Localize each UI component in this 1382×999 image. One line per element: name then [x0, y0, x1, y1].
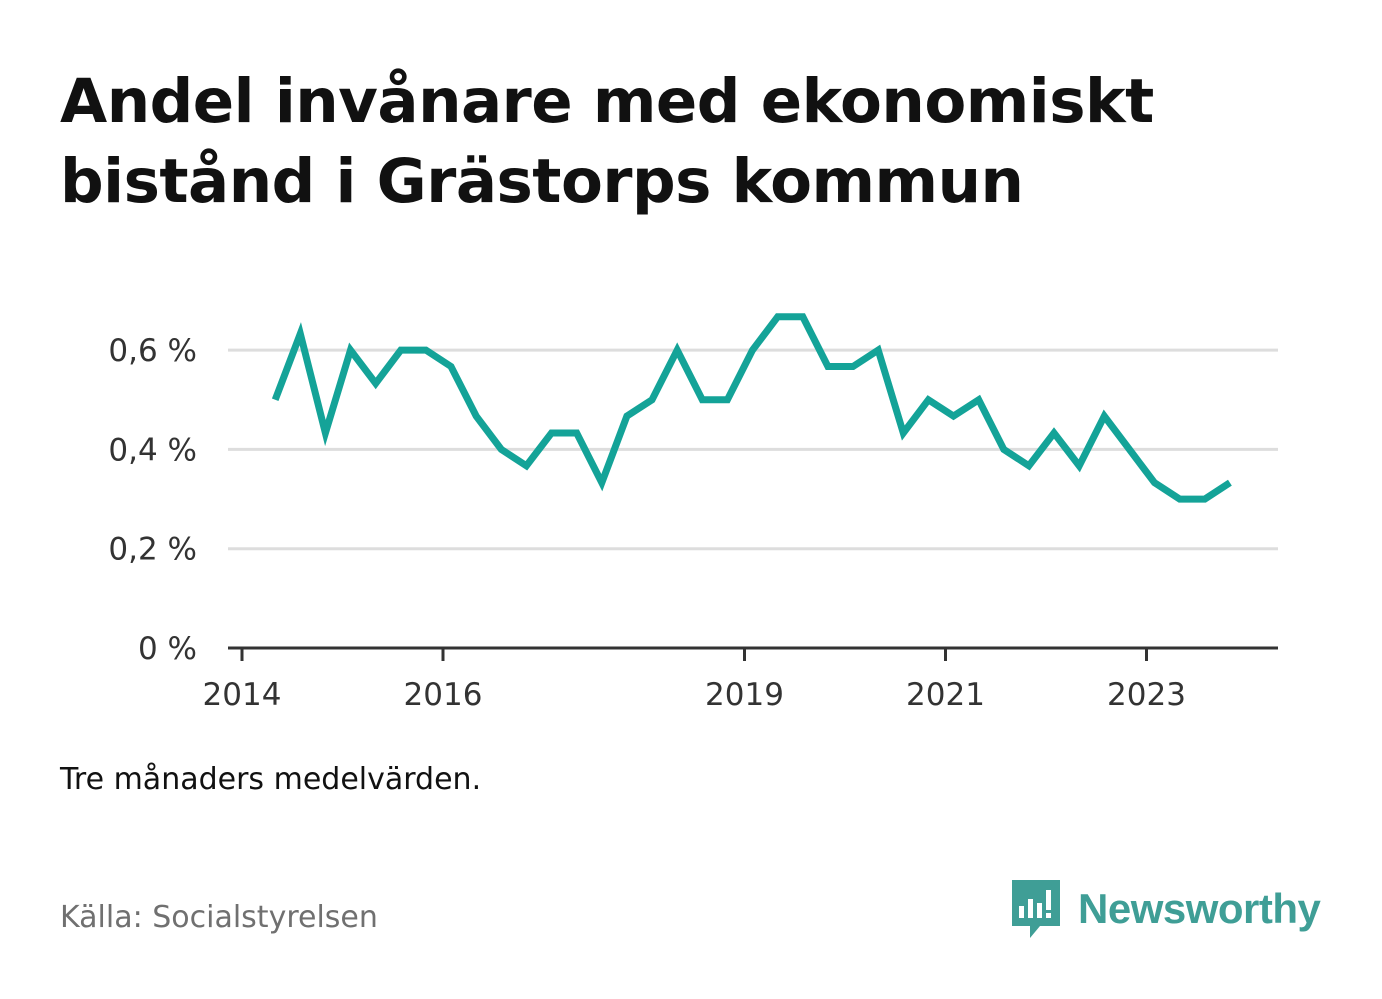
series-layer	[271, 313, 1232, 503]
grid-lines	[228, 348, 1278, 551]
chart-note: Tre månaders medelvärden.	[60, 762, 482, 797]
x-tick-label: 2021	[906, 677, 985, 713]
y-tick-label: 0,4 %	[108, 432, 197, 468]
line-chart: 0 % 0,2 % 0,4 % 0,6 % 2014 2016 2019 2021 2023	[108, 313, 1278, 713]
y-tick-label: 0,2 %	[108, 532, 197, 568]
chart-title: Andel invånare med ekonomiskt bistånd i …	[60, 66, 1154, 217]
y-tick-label: 0,6 %	[108, 333, 197, 369]
y-axis-ticks: 0 % 0,2 % 0,4 % 0,6 %	[108, 333, 197, 667]
source-credit: Källa: Socialstyrelsen	[60, 900, 378, 935]
series-line	[271, 313, 1232, 503]
y-tick-label: 0 %	[138, 631, 197, 667]
x-axis-ticks: 2014 2016 2019 2021 2023	[203, 648, 1186, 713]
brand-logo: Newsworthy	[1010, 878, 1321, 940]
x-tick-label: 2014	[203, 677, 282, 713]
brand-name: Newsworthy	[1078, 885, 1321, 932]
newsworthy-logo-icon	[1012, 880, 1060, 938]
x-tick-label: 2016	[404, 677, 483, 713]
x-tick-label: 2019	[705, 677, 784, 713]
x-tick-label: 2023	[1107, 677, 1186, 713]
